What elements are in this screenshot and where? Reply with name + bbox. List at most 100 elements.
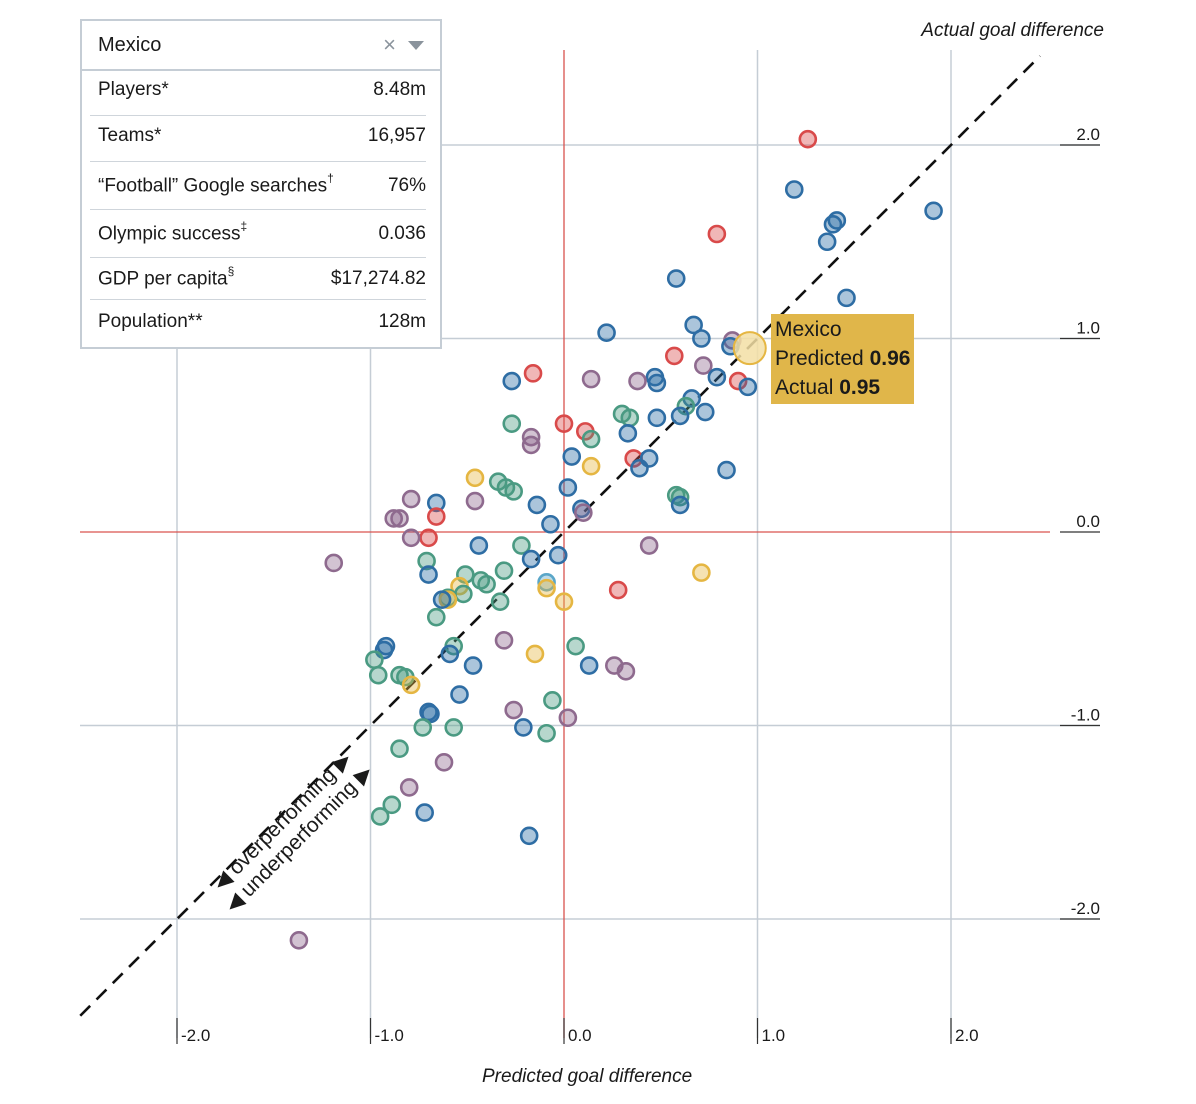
data-point xyxy=(289,930,309,950)
data-point xyxy=(401,489,421,509)
data-point xyxy=(494,561,514,581)
x-tick-label: -1.0 xyxy=(375,1026,404,1045)
stat-label: Teams* xyxy=(98,125,368,147)
data-point xyxy=(692,329,711,348)
data-point xyxy=(676,396,696,416)
data-point xyxy=(784,180,804,199)
data-point xyxy=(630,458,649,478)
highlight-label: Mexico Predicted 0.96 Actual 0.95 xyxy=(771,314,915,404)
stat-label-text: GDP per capita xyxy=(98,268,228,290)
data-point xyxy=(628,371,647,391)
stat-value: $17,274.82 xyxy=(330,268,426,290)
data-point xyxy=(370,807,390,826)
data-point xyxy=(465,468,485,488)
data-point xyxy=(382,795,402,815)
data-point xyxy=(554,414,574,433)
highlight-point-layer xyxy=(732,331,767,366)
country-select-value[interactable]: Mexico xyxy=(98,33,162,56)
stat-label-text: Players* xyxy=(98,79,169,100)
highlight-predicted: Predicted 0.96 xyxy=(775,344,910,373)
data-point xyxy=(438,590,458,610)
data-point xyxy=(465,491,485,511)
data-point xyxy=(502,371,522,391)
data-point xyxy=(440,644,460,664)
data-point xyxy=(419,528,438,548)
stat-separator xyxy=(90,161,426,162)
data-point xyxy=(738,377,758,397)
data-point xyxy=(399,778,419,797)
x-tick-label: -2.0 xyxy=(181,1026,210,1045)
data-point xyxy=(728,371,748,391)
data-point xyxy=(924,201,943,221)
axis-ticks: 2.0 1.0 0.0 -1.0 -2.0 -2.0 -1.0 0.0 1.0 2.0 xyxy=(176,125,1100,1045)
data-point xyxy=(597,323,616,342)
stat-label-text: Olympic success xyxy=(98,223,241,245)
data-point xyxy=(504,482,523,501)
stat-separator xyxy=(90,257,426,258)
data-point xyxy=(432,590,452,610)
y-tick-label: 2.0 xyxy=(1076,125,1100,144)
data-point xyxy=(620,408,640,428)
data-point xyxy=(324,553,344,573)
data-point xyxy=(512,536,531,555)
data-point xyxy=(521,549,541,569)
stat-value: 0.036 xyxy=(378,223,426,245)
data-point xyxy=(647,373,667,393)
data-point xyxy=(494,631,514,650)
x-tick-label: 0.0 xyxy=(568,1026,592,1045)
reference-diagonal xyxy=(79,55,1041,1017)
data-point xyxy=(401,528,421,548)
data-points xyxy=(289,129,943,950)
stat-label: “Football” Google searches† xyxy=(98,171,388,197)
data-point xyxy=(368,665,388,685)
data-point xyxy=(401,675,421,695)
data-point xyxy=(537,573,556,592)
data-point xyxy=(817,232,837,252)
data-point xyxy=(519,826,539,846)
y-tick-label: -2.0 xyxy=(1071,899,1100,918)
stat-value: 16,957 xyxy=(367,125,426,146)
stat-separator xyxy=(90,299,426,300)
stat-separator xyxy=(90,115,426,116)
data-point xyxy=(695,402,715,422)
data-point xyxy=(450,685,469,704)
data-point xyxy=(692,563,711,582)
stat-footnote-mark: ‡ xyxy=(240,219,248,233)
x-tick-label: 2.0 xyxy=(955,1026,979,1045)
stat-row: Players* 8.48m xyxy=(98,79,426,101)
data-point xyxy=(469,536,489,555)
chevron-down-icon[interactable] xyxy=(408,40,424,50)
data-point xyxy=(717,460,736,480)
data-point xyxy=(581,429,601,449)
data-point xyxy=(537,723,556,743)
data-point xyxy=(413,718,433,737)
highlight-actual-label: Actual xyxy=(775,376,834,399)
data-point xyxy=(554,592,574,611)
stat-separator xyxy=(90,209,426,210)
data-point xyxy=(477,574,496,594)
data-point xyxy=(618,424,638,443)
country-selector[interactable]: Mexico × xyxy=(82,21,440,71)
stat-label-text: “Football” Google searches xyxy=(98,175,328,197)
stat-label: Population** xyxy=(98,311,378,333)
data-point xyxy=(417,551,436,571)
highlight-actual: Actual 0.95 xyxy=(775,373,910,402)
data-point xyxy=(579,656,599,675)
data-point xyxy=(664,346,684,366)
data-point xyxy=(581,456,601,476)
data-point xyxy=(608,580,628,600)
data-point xyxy=(707,224,727,244)
stat-label: Olympic success‡ xyxy=(98,219,378,245)
data-point xyxy=(390,509,409,528)
stat-value: 76% xyxy=(387,175,426,197)
data-point xyxy=(444,718,464,737)
stat-row: GDP per capita§ $17,274.82 xyxy=(98,264,426,290)
data-point xyxy=(639,536,659,555)
data-point xyxy=(562,447,582,466)
data-point xyxy=(684,315,703,335)
data-point xyxy=(647,408,667,428)
stat-label-text: Population** xyxy=(98,311,203,332)
clear-icon[interactable]: × xyxy=(383,32,396,57)
data-point xyxy=(541,514,560,534)
data-point xyxy=(837,288,856,308)
